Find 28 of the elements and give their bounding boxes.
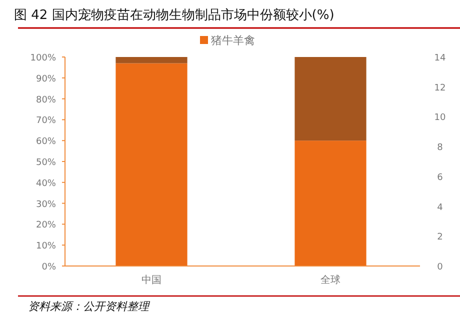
bar — [116, 57, 188, 64]
y-tick-label: 50% — [36, 158, 56, 168]
bar — [294, 140, 366, 266]
y2-tick-label: 10 — [434, 113, 446, 124]
y2-tick-label: 6 — [437, 172, 444, 183]
y-tick-label: 30% — [36, 200, 56, 210]
y2-tick-label: 2 — [437, 232, 443, 243]
y-tick-label: 70% — [36, 116, 56, 126]
y-tick-label: 100% — [30, 54, 56, 64]
y2-tick-label: 14 — [434, 54, 446, 64]
y-tick-label: 60% — [36, 137, 56, 148]
bar — [116, 63, 188, 266]
y-tick-label: 90% — [36, 74, 56, 84]
y2-tick-label: 0 — [437, 262, 444, 272]
y2-tick-label: 12 — [434, 83, 446, 94]
y-tick-label: 0% — [42, 262, 56, 272]
bar — [294, 57, 366, 141]
x-tick-label: 全球 — [320, 274, 340, 286]
y-tick-label: 80% — [36, 95, 56, 106]
x-tick-label: 中国 — [142, 274, 162, 286]
y-tick-label: 40% — [36, 178, 56, 189]
y-tick-label: 10% — [36, 242, 56, 252]
legend-label: 猪牛羊禽 — [211, 34, 255, 47]
y2-tick-label: 4 — [437, 202, 444, 213]
text: 资料来源：公开资料整理 — [28, 300, 151, 313]
y-tick-label: 20% — [36, 220, 56, 231]
y2-tick-label: 8 — [437, 143, 444, 154]
chart-title: 图 42 国内宠物疫苗在动物生物制品市场中份额较小(%) — [14, 8, 334, 23]
